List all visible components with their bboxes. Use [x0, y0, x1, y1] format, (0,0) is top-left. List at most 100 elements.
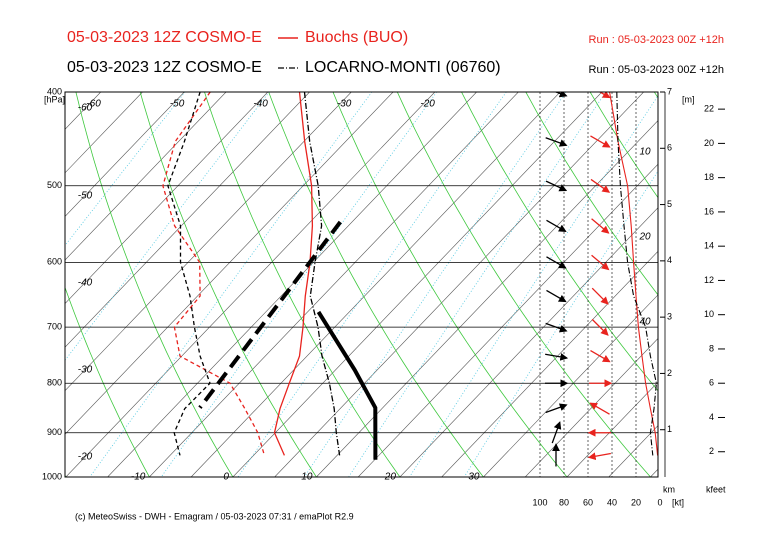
parcel-line [198, 220, 342, 409]
isotherm [232, 92, 603, 477]
wind-arrow [546, 256, 567, 269]
kfeet-tick-label: 8 [709, 343, 714, 353]
dry-adiabat [65, 286, 150, 477]
isotherm [483, 294, 658, 477]
x-tick-label: 10 [301, 472, 313, 483]
x-tick-label: -10 [131, 472, 146, 483]
plot-frame [64, 91, 659, 478]
isotherm [65, 92, 394, 435]
y-tick-label: 800 [47, 378, 62, 388]
y-tick-label: 900 [47, 427, 62, 437]
parcel-line [316, 310, 378, 460]
run-label: Run : 05-03-2023 00Z +12h [589, 34, 724, 46]
kfeet-tick-label: 16 [704, 206, 714, 216]
kfeet-tick-label: 4 [709, 412, 714, 422]
x-tick-label: 30 [468, 472, 480, 483]
dry-adiabat [396, 92, 651, 477]
mixing-ratio [303, 92, 567, 477]
legend-label: Buochs (BUO) [305, 29, 408, 46]
dewpoint-line [162, 92, 266, 456]
kfeet-tick-label: 14 [704, 241, 714, 251]
isotherm-label: -20 [78, 452, 93, 463]
height-label: [m] [682, 94, 695, 104]
x-top-tick-label: -40 [253, 99, 268, 110]
isotherm [65, 92, 227, 261]
wind-unit: [kt] [672, 497, 684, 507]
isotherm [441, 250, 658, 477]
wind-arrow [545, 322, 568, 333]
wind-arrow [591, 254, 610, 271]
kfeet-tick-label: 22 [704, 104, 714, 114]
wind-arrow [591, 318, 609, 336]
isotherm [524, 338, 658, 477]
isotherm-label: -60 [78, 103, 93, 114]
isotherm [65, 92, 436, 477]
isotherm [107, 92, 477, 477]
y-tick-label: 700 [47, 322, 62, 332]
wind-tick-label: 0 [657, 497, 662, 507]
km-tick-label: 5 [667, 199, 672, 209]
kfeet-tick-label: 10 [704, 309, 714, 319]
km-unit: km [663, 484, 675, 494]
x-top-tick-label: -50 [170, 99, 185, 110]
kfeet-tick-label: 2 [709, 446, 714, 456]
isotherm [149, 92, 519, 477]
y-tick-label: 600 [47, 257, 62, 267]
dry-adiabat [589, 92, 658, 199]
isotherm [274, 92, 644, 477]
x-tick-label: 0 [223, 472, 229, 483]
dry-adiabat [204, 92, 401, 477]
x-top-tick-label: -20 [420, 99, 435, 110]
isotherm [65, 92, 310, 348]
temperature-line [303, 92, 341, 456]
kfeet-tick-label: 20 [704, 138, 714, 148]
wind-tick-label: 100 [532, 497, 547, 507]
wind-arrow [598, 92, 611, 99]
wind-speed-line [609, 92, 658, 456]
dry-adiabat [332, 92, 568, 477]
isotherm [190, 92, 561, 477]
isotherm [65, 92, 269, 305]
legend-label: LOCARNO-MONTI (06760) [305, 59, 501, 76]
wind-arrow [591, 287, 609, 305]
mixing-ratio [237, 92, 507, 477]
wind-arrow [589, 402, 610, 415]
isotherm [566, 381, 658, 477]
isotherm [316, 120, 658, 477]
wind-tick-label: 60 [583, 497, 593, 507]
wind-arrow [587, 452, 611, 461]
y-tick-label: 1000 [42, 471, 62, 481]
km-tick-label: 1 [667, 424, 672, 434]
temperature-line [273, 92, 314, 456]
dry-adiabat [139, 92, 317, 477]
wind-tick-label: 40 [607, 497, 617, 507]
wind-arrow [545, 137, 568, 147]
wind-arrow [554, 92, 568, 98]
background-lines [65, 92, 658, 477]
km-tick-label: 7 [667, 86, 672, 96]
wind-arrow [545, 353, 569, 361]
mixing-ratio [65, 92, 186, 247]
y-tick-label: 500 [47, 180, 62, 190]
wind-arrow [590, 178, 611, 193]
kfeet-tick-label: 6 [709, 378, 714, 388]
y-tick-label: 400 [47, 86, 62, 96]
data-layer [162, 92, 658, 467]
dry-adiabat [525, 92, 658, 296]
annotation: 10 [639, 147, 651, 158]
wind-arrow [545, 403, 568, 414]
kfeet-unit: kfeet [706, 484, 726, 494]
footer: (c) MeteoSwiss - DWH - Emagram / 05-03-2… [75, 511, 354, 521]
wind-arrow [546, 219, 567, 232]
wind-arrow [545, 180, 568, 192]
run-label: Run : 05-03-2023 00Z +12h [589, 64, 724, 76]
dry-adiabat [461, 92, 658, 392]
wind-speed-line [616, 92, 657, 456]
wind-arrow [551, 421, 562, 444]
isotherm [65, 92, 352, 392]
km-tick-label: 2 [667, 368, 672, 378]
dry-adiabat [268, 92, 484, 477]
x-top-tick-label: -60 [86, 99, 101, 110]
